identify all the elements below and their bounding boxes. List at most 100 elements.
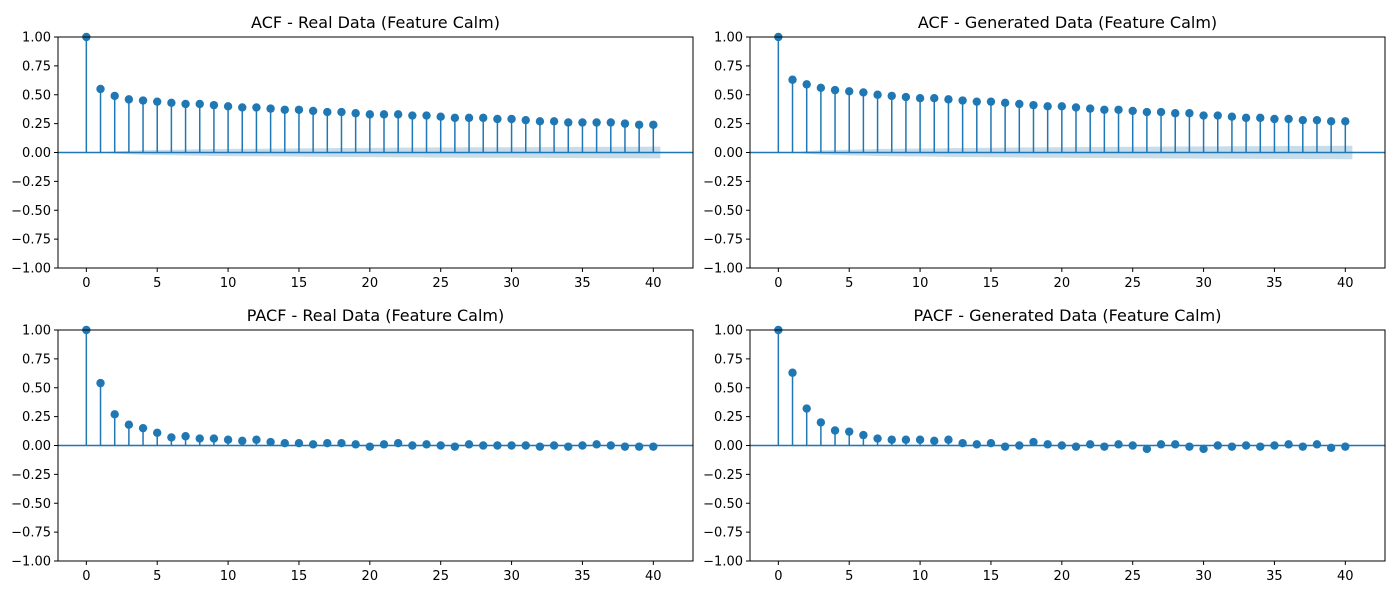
data-point — [167, 433, 176, 442]
data-point — [96, 84, 105, 94]
data-point — [124, 420, 134, 429]
data-point — [1227, 442, 1237, 451]
data-point — [1171, 109, 1180, 118]
plot-area — [58, 330, 693, 447]
data-point — [634, 120, 644, 129]
data-point — [930, 436, 939, 446]
x-tick-label: 15 — [983, 569, 1000, 584]
data-point — [365, 110, 375, 119]
y-tick-label: −0.25 — [11, 468, 51, 483]
data-point — [408, 111, 417, 120]
data-point — [1043, 440, 1052, 449]
data-point — [422, 111, 431, 120]
data-point — [1341, 117, 1350, 126]
y-tick-label: −0.75 — [11, 233, 51, 248]
data-point — [1057, 102, 1067, 111]
y-tick-label: −0.25 — [11, 175, 51, 190]
data-point — [521, 441, 530, 450]
data-point — [252, 103, 261, 112]
x-tick-label: 25 — [1124, 276, 1141, 291]
data-point — [1085, 440, 1095, 449]
data-point — [1142, 107, 1152, 117]
data-point — [408, 441, 417, 450]
data-point — [1029, 100, 1038, 110]
chart-title: PACF - Generated Data (Feature Calm) — [914, 306, 1222, 325]
data-point — [535, 117, 545, 126]
data-point — [195, 99, 204, 109]
x-tick-label: 25 — [432, 569, 449, 584]
data-point — [308, 106, 318, 116]
data-point — [972, 440, 981, 449]
data-point — [464, 440, 474, 449]
y-tick-label: 0.00 — [22, 146, 51, 161]
data-point — [138, 96, 148, 105]
data-point — [1142, 444, 1152, 454]
y-tick-label: 0.75 — [22, 352, 51, 367]
data-point — [323, 107, 332, 117]
data-point — [1000, 442, 1010, 451]
data-point — [649, 442, 658, 451]
data-point — [507, 114, 516, 124]
data-point — [252, 435, 261, 444]
data-point — [859, 430, 868, 440]
data-point — [479, 113, 488, 123]
y-tick-label: −0.25 — [703, 468, 743, 483]
data-point — [592, 118, 601, 127]
y-tick-label: 0.00 — [714, 146, 743, 161]
data-point — [1114, 105, 1123, 114]
data-point — [901, 92, 911, 102]
y-tick-label: 0.75 — [22, 59, 51, 74]
y-tick-label: 1.00 — [714, 324, 743, 339]
data-point — [1128, 441, 1137, 450]
y-tick-label: 0.75 — [714, 352, 743, 367]
x-tick-label: 20 — [1054, 276, 1071, 291]
data-point — [649, 120, 658, 129]
y-tick-label: −1.00 — [11, 262, 51, 277]
data-point — [223, 102, 233, 111]
data-point — [365, 442, 375, 451]
data-point — [422, 440, 431, 449]
x-tick-label: 30 — [503, 569, 520, 584]
data-point — [1270, 441, 1279, 450]
data-point — [308, 440, 318, 449]
x-tick-label: 40 — [1337, 569, 1354, 584]
data-point — [788, 75, 797, 84]
x-tick-label: 5 — [845, 276, 853, 291]
data-point — [153, 428, 162, 437]
data-point — [1000, 98, 1010, 108]
data-point — [238, 436, 247, 446]
y-tick-label: −0.50 — [11, 497, 51, 512]
data-point — [379, 440, 389, 449]
x-tick-label: 15 — [291, 569, 308, 584]
data-point — [153, 97, 162, 106]
data-point — [972, 97, 981, 106]
data-point — [1298, 115, 1307, 125]
data-point — [958, 438, 967, 448]
data-point — [986, 97, 996, 106]
data-point — [578, 118, 587, 127]
x-tick-label: 25 — [1124, 569, 1141, 584]
x-tick-label: 0 — [82, 569, 90, 584]
data-point — [1071, 103, 1081, 112]
data-point — [450, 113, 460, 123]
plot-area — [58, 37, 693, 159]
chart-panel-3: 0 5 10 15 20 25 30 35 40 −1.00 −0.75 −0.50 −0.25 0.00… — [11, 306, 694, 584]
data-point — [845, 87, 854, 96]
y-tick-label: −0.50 — [703, 204, 743, 219]
x-tick-label: 40 — [645, 569, 662, 584]
data-point — [138, 423, 148, 433]
data-point — [393, 438, 403, 448]
y-tick-label: 0.00 — [22, 439, 51, 454]
data-point — [1071, 442, 1081, 451]
data-point — [901, 435, 911, 444]
data-point — [238, 103, 247, 112]
plot-area — [750, 37, 1385, 160]
data-point — [564, 118, 573, 127]
data-point — [294, 105, 304, 114]
data-point — [830, 85, 840, 95]
x-tick-label: 35 — [1266, 276, 1283, 291]
y-tick-label: 0.50 — [714, 88, 743, 103]
data-point — [1326, 443, 1336, 453]
x-tick-label: 15 — [291, 276, 308, 291]
chart-title: ACF - Real Data (Feature Calm) — [251, 13, 500, 32]
